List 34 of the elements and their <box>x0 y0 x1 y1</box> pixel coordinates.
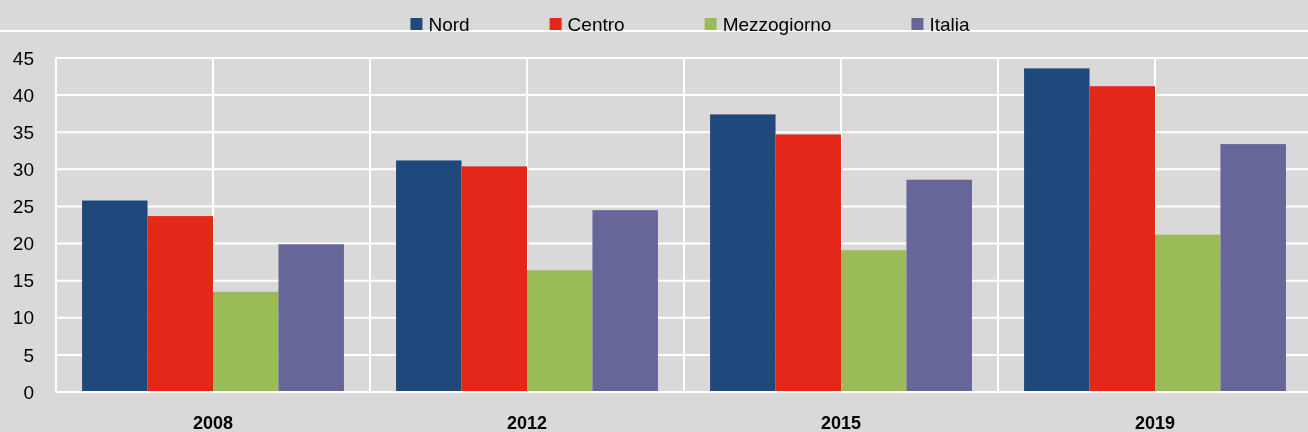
y-tick-label: 10 <box>12 307 34 329</box>
y-tick-label: 35 <box>12 121 34 143</box>
y-tick-label: 15 <box>12 270 34 292</box>
y-tick-label: 20 <box>12 233 34 255</box>
bar <box>396 160 462 392</box>
x-tick-label: 2012 <box>506 413 548 432</box>
y-tick-label: 40 <box>12 84 34 106</box>
y-tick-label: 45 <box>12 47 34 69</box>
bar <box>710 114 776 392</box>
bar <box>841 250 907 392</box>
x-tick-label: 2019 <box>1134 413 1176 432</box>
bar <box>775 134 841 392</box>
bar <box>1155 234 1221 392</box>
bar <box>1024 68 1090 392</box>
bar <box>461 166 527 392</box>
bar <box>147 216 213 392</box>
x-tick-label: 2015 <box>820 413 862 432</box>
bar <box>592 210 658 392</box>
legend-label: Centro <box>567 13 625 35</box>
bar <box>527 270 593 392</box>
legend-label: Italia <box>929 13 970 35</box>
legend-label: Nord <box>428 13 470 35</box>
bar <box>1089 86 1155 392</box>
x-tick-label: 2008 <box>192 413 234 432</box>
bar <box>1220 144 1286 392</box>
bar <box>278 244 344 392</box>
legend-label: Mezzogiorno <box>722 13 832 35</box>
bar <box>906 179 972 392</box>
bar <box>82 200 148 392</box>
y-tick-label: 30 <box>12 158 34 180</box>
bar <box>213 291 279 392</box>
y-tick-label: 25 <box>12 196 34 218</box>
y-tick-label: 5 <box>23 344 34 366</box>
y-tick-label: 0 <box>23 381 34 403</box>
